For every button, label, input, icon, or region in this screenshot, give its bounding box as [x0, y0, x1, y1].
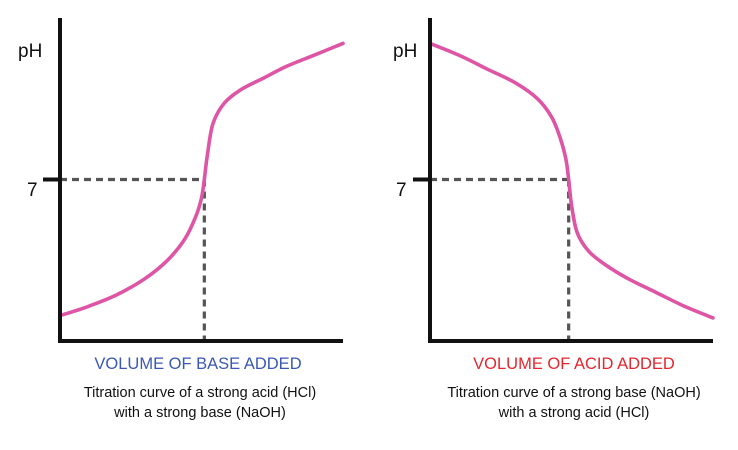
y-axis-label: pH — [18, 41, 42, 62]
y-tick-label: 7 — [27, 180, 38, 201]
y-axis-label: pH — [393, 41, 417, 62]
chart-panel-acid-with-base: pH 7 VOLUME OF BASE ADDED Titration curv… — [18, 18, 345, 421]
chart-panel-base-with-acid: pH 7 VOLUME OF ACID ADDED Titration curv… — [393, 18, 715, 421]
titration-curve — [58, 41, 345, 318]
caption-line-1: Titration curve of a strong acid (HCl) — [84, 385, 316, 401]
caption-line-2: with a strong base (NaOH) — [113, 405, 286, 421]
caption-line-2: with a strong acid (HCl) — [498, 405, 650, 421]
caption-line-1: Titration curve of a strong base (NaOH) — [447, 385, 700, 401]
titration-curve — [428, 41, 715, 320]
x-axis-label: VOLUME OF BASE ADDED — [94, 355, 301, 373]
x-axis-label: VOLUME OF ACID ADDED — [473, 355, 675, 373]
y-tick-label: 7 — [396, 180, 407, 201]
